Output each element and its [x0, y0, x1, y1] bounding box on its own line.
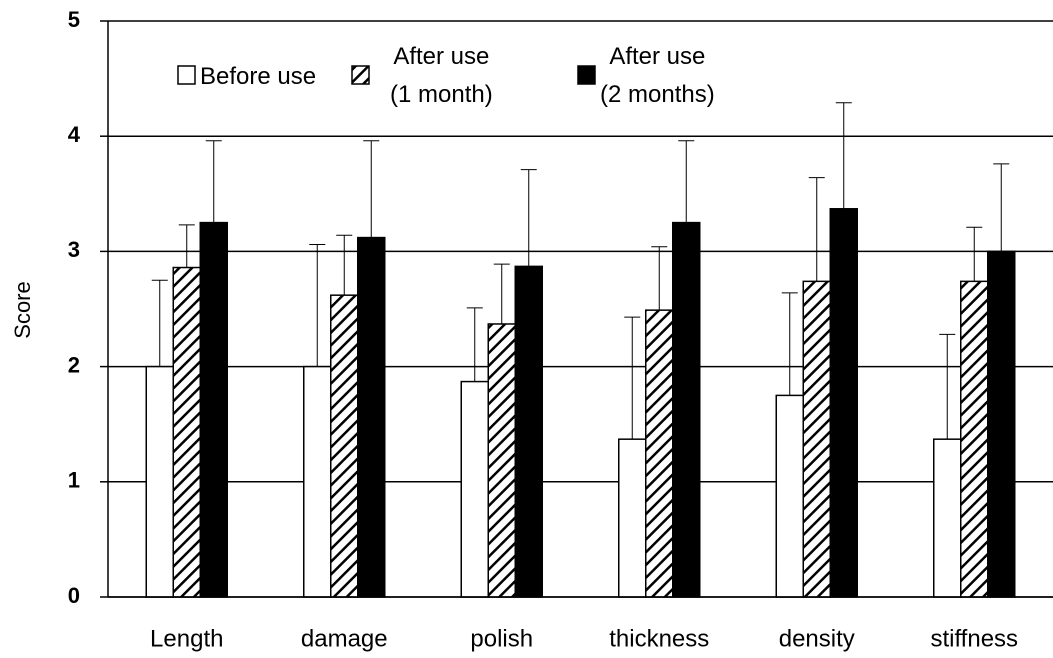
y-tick-label: 4: [68, 122, 81, 147]
legend-swatch: [177, 65, 196, 85]
y-tick-label: 2: [68, 352, 80, 377]
y-axis-label: Score: [10, 281, 35, 338]
legend-label: After use (2 months): [600, 43, 715, 108]
y-tick-label: 3: [68, 237, 80, 262]
x-tick-label: stiffness: [930, 625, 1018, 652]
bar: [514, 265, 543, 598]
bar: [172, 266, 201, 598]
legend-swatch: [577, 65, 596, 85]
bar: [145, 365, 174, 598]
bar: [775, 394, 804, 598]
bar: [960, 280, 989, 598]
legend-label: After use (1 month): [390, 43, 493, 108]
x-tick-label: polish: [470, 625, 533, 652]
legend-swatch: [351, 65, 370, 85]
bar: [330, 294, 359, 598]
bar: [357, 236, 386, 598]
bar: [802, 280, 831, 598]
bar: [199, 221, 228, 598]
bar: [487, 323, 516, 598]
bar: [829, 208, 858, 598]
x-tick-label: Length: [150, 625, 223, 652]
bar: [645, 309, 674, 598]
x-tick-label: damage: [301, 625, 388, 652]
bar: [933, 438, 962, 598]
x-tick-label: density: [779, 625, 855, 652]
y-tick-label: 5: [68, 7, 80, 32]
bar: [672, 221, 701, 598]
bar: [618, 438, 647, 598]
y-tick-label: 0: [68, 583, 80, 608]
x-tick-label: thickness: [609, 625, 709, 652]
bar: [303, 365, 332, 598]
legend-label: Before use: [200, 63, 317, 90]
bar: [460, 380, 489, 598]
y-tick-label: 1: [68, 468, 80, 493]
bar: [987, 250, 1016, 598]
